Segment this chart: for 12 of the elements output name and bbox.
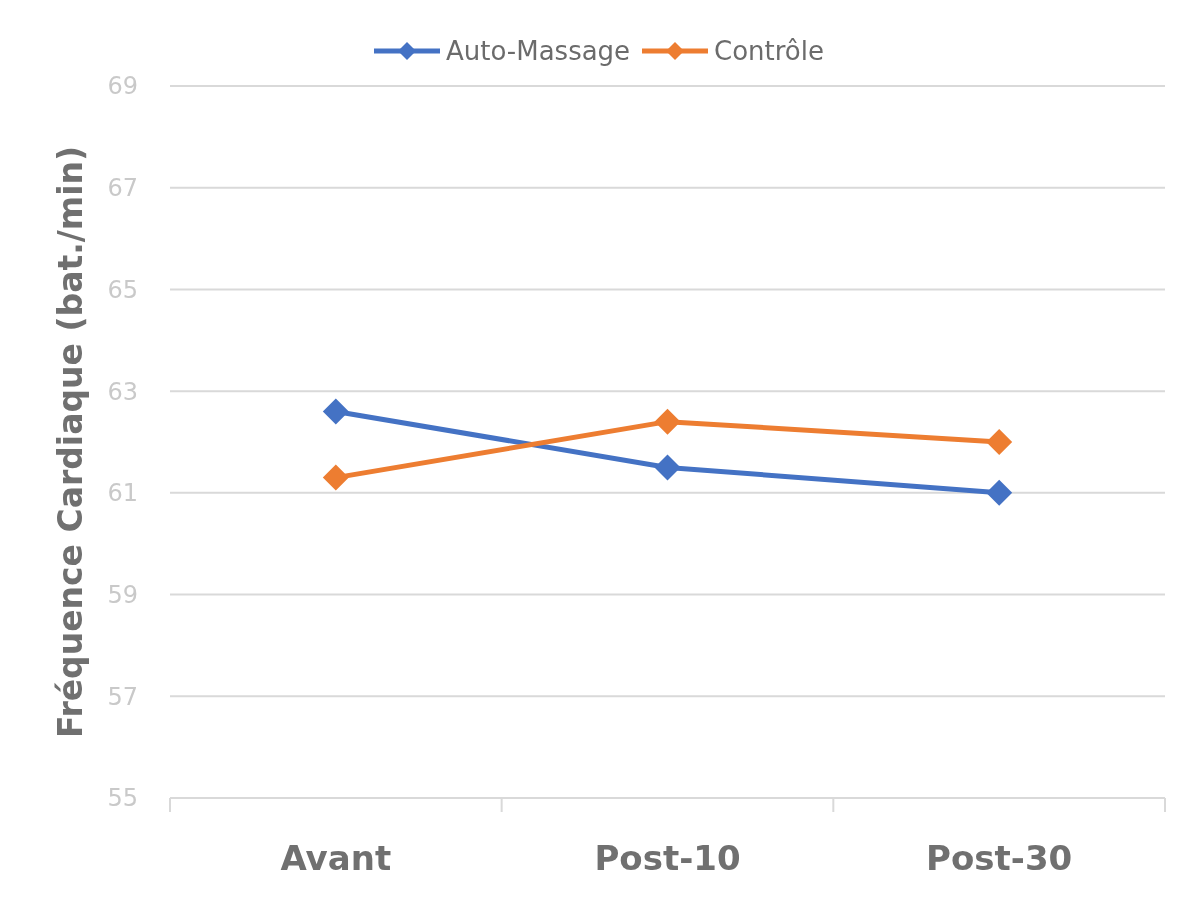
point (322, 464, 349, 491)
point (986, 429, 1013, 455)
legend-label: Contrôle (714, 36, 824, 67)
point (654, 408, 681, 435)
point (322, 398, 349, 425)
point (986, 479, 1013, 506)
x-tick-label: Post-30 (926, 838, 1073, 878)
y-axis-title: Fréquence Cardiaque (bat./min) (51, 145, 90, 739)
point (654, 454, 681, 481)
x-tick-label: Post-10 (594, 838, 741, 878)
legend-label: Auto-Massage (446, 36, 631, 67)
x-tick-label: Avant (280, 838, 392, 878)
